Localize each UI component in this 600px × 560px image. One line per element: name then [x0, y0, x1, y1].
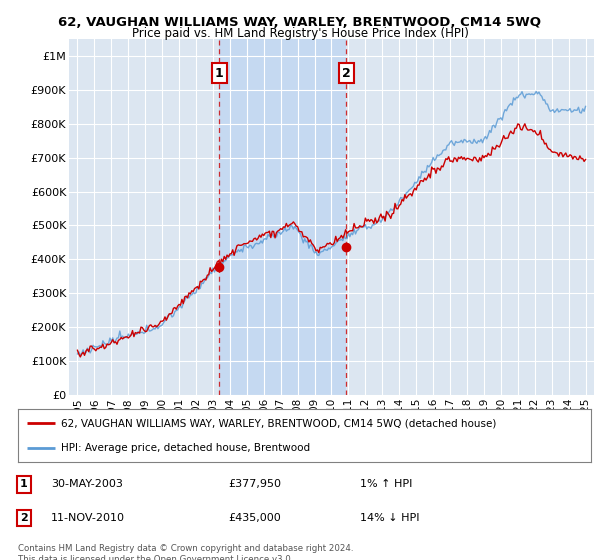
Text: 14% ↓ HPI: 14% ↓ HPI — [360, 513, 419, 523]
Text: 62, VAUGHAN WILLIAMS WAY, WARLEY, BRENTWOOD, CM14 5WQ (detached house): 62, VAUGHAN WILLIAMS WAY, WARLEY, BRENTW… — [61, 418, 496, 428]
Text: £377,950: £377,950 — [228, 479, 281, 489]
Bar — [219, 39, 346, 395]
Text: 1: 1 — [215, 67, 224, 80]
Text: £435,000: £435,000 — [228, 513, 281, 523]
Text: 11-NOV-2010: 11-NOV-2010 — [51, 513, 125, 523]
Text: 1% ↑ HPI: 1% ↑ HPI — [360, 479, 412, 489]
Text: 2: 2 — [342, 67, 350, 80]
Text: HPI: Average price, detached house, Brentwood: HPI: Average price, detached house, Bren… — [61, 442, 310, 452]
Text: Contains HM Land Registry data © Crown copyright and database right 2024.
This d: Contains HM Land Registry data © Crown c… — [18, 544, 353, 560]
Text: 62, VAUGHAN WILLIAMS WAY, WARLEY, BRENTWOOD, CM14 5WQ: 62, VAUGHAN WILLIAMS WAY, WARLEY, BRENTW… — [59, 16, 542, 29]
Text: 1: 1 — [20, 479, 28, 489]
Text: Price paid vs. HM Land Registry's House Price Index (HPI): Price paid vs. HM Land Registry's House … — [131, 27, 469, 40]
Text: 30-MAY-2003: 30-MAY-2003 — [51, 479, 123, 489]
Text: 2: 2 — [20, 513, 28, 523]
